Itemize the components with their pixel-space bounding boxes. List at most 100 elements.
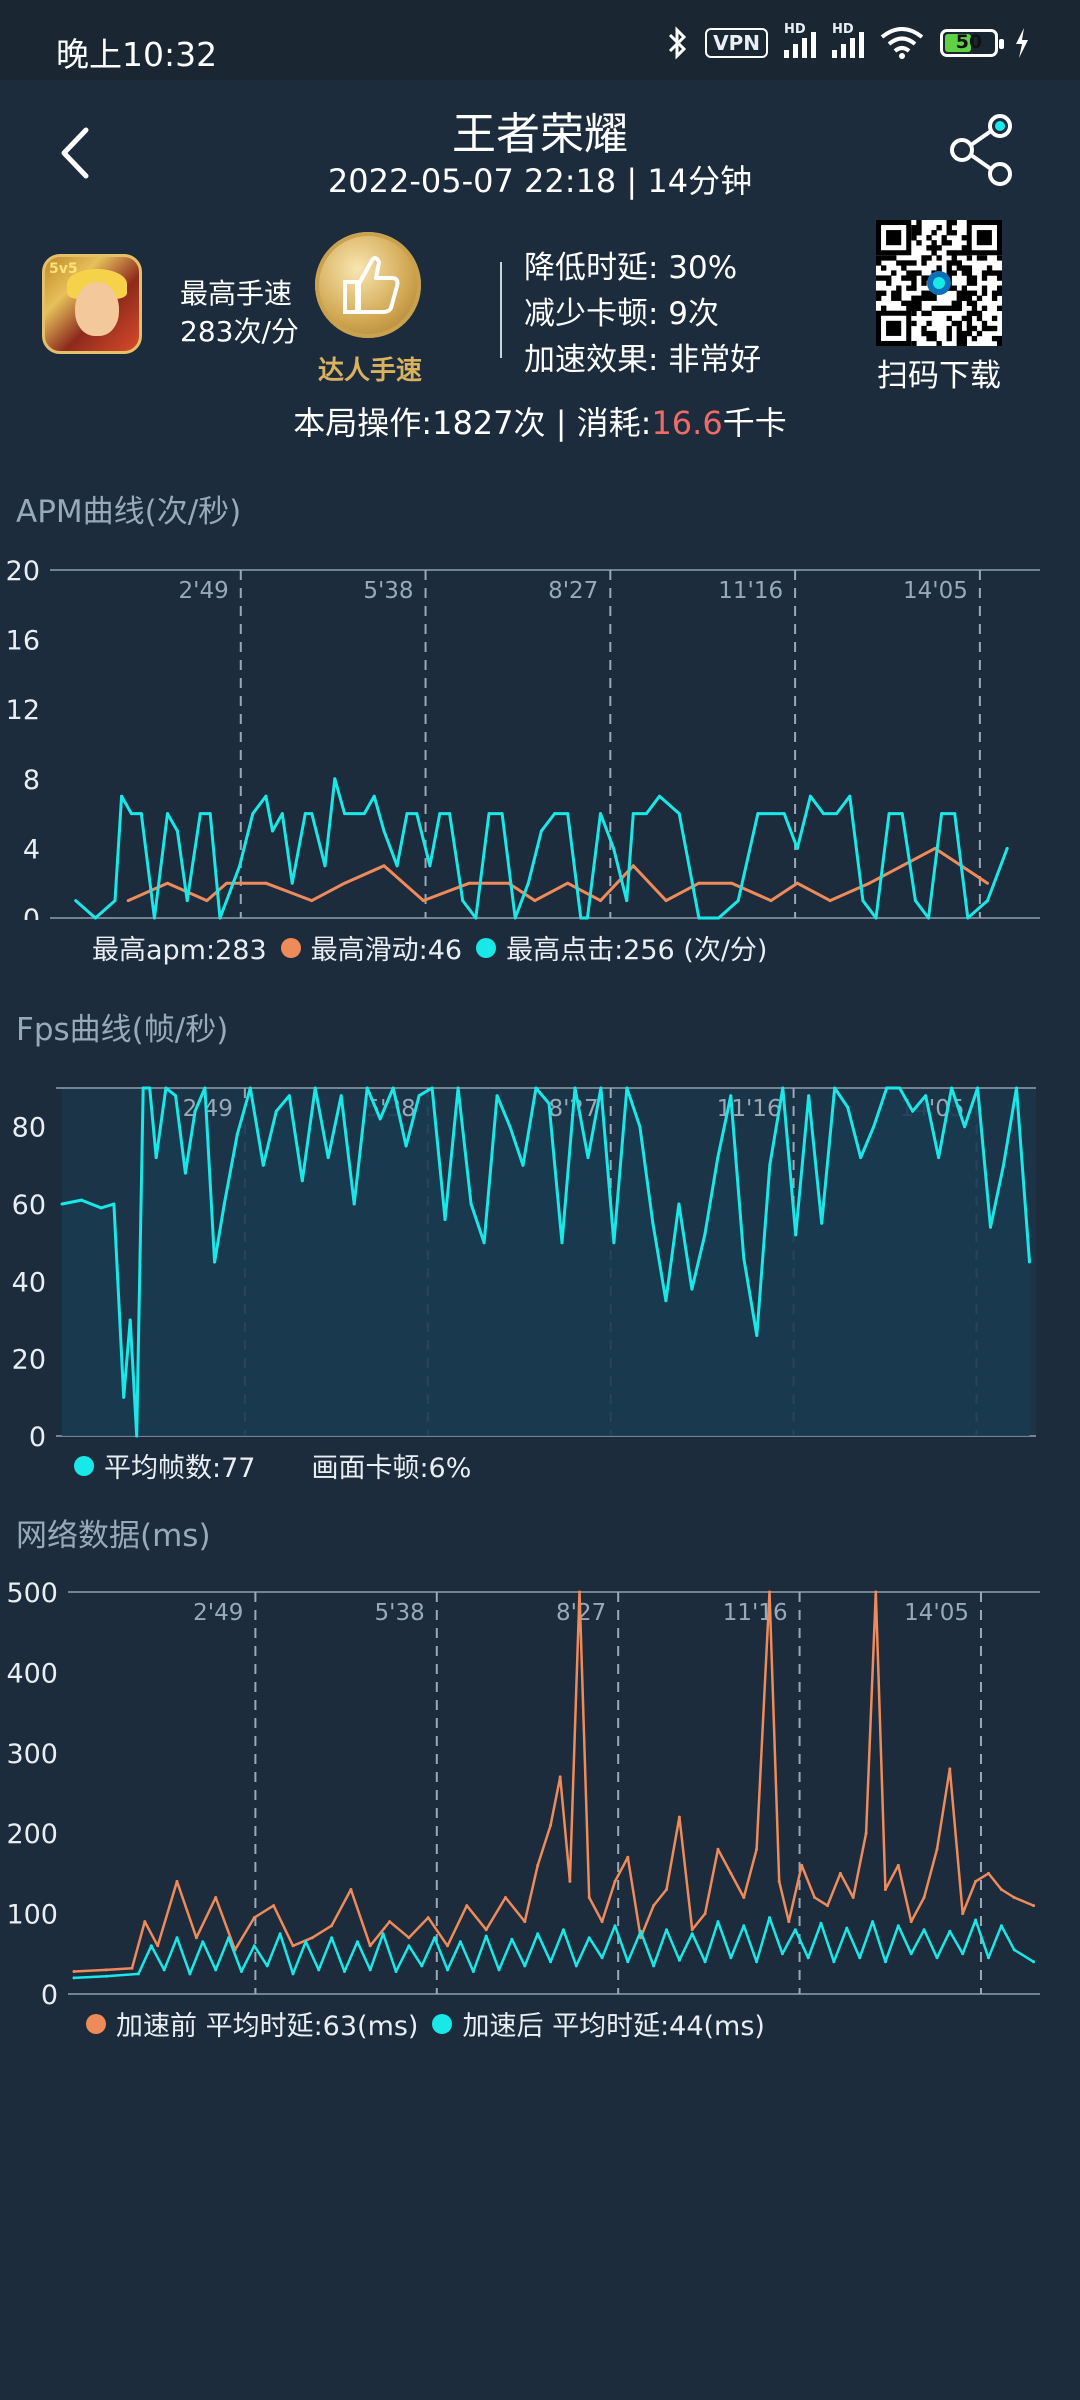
data-point: [631, 812, 635, 816]
data-point: [330, 1936, 334, 1940]
data-point: [391, 1086, 395, 1090]
data-point: [497, 1968, 501, 1972]
time-marker-label: 11'16: [723, 1600, 788, 1626]
net-section-title: 网络数据(ms): [16, 1518, 211, 1554]
y-tick-label: 8: [23, 765, 40, 796]
data-point: [599, 1086, 603, 1090]
data-point: [252, 1916, 256, 1920]
data-point: [291, 1944, 295, 1948]
data-point: [378, 1117, 382, 1121]
data-point: [149, 1944, 153, 1948]
data-point: [568, 1879, 572, 1883]
y-tick-label: 200: [6, 1819, 58, 1850]
data-point: [690, 1928, 694, 1932]
data-point: [677, 1202, 681, 1206]
data-point: [287, 1094, 291, 1098]
data-point: [808, 794, 812, 798]
legend-tap-dot: [476, 937, 497, 958]
data-point: [113, 899, 117, 903]
y-tick-label: 0: [41, 1980, 58, 2010]
data-point: [989, 1225, 992, 1229]
data-point: [769, 812, 773, 816]
data-point: [677, 1958, 681, 1962]
data-point: [166, 812, 169, 816]
data-point: [252, 1944, 256, 1948]
data-point: [639, 1936, 643, 1940]
data-point: [573, 1086, 577, 1090]
data-point: [658, 794, 661, 798]
data-point: [795, 881, 799, 885]
y-tick-label: 4: [23, 834, 40, 865]
share-icon[interactable]: [948, 110, 1018, 190]
data-point: [769, 899, 773, 903]
data-point: [832, 1960, 836, 1964]
data-point: [251, 812, 255, 816]
data-point: [264, 881, 268, 885]
data-point: [407, 1944, 411, 1948]
data-point: [756, 812, 760, 816]
data-point: [183, 1171, 187, 1175]
data-point: [136, 1972, 140, 1976]
data-point: [574, 1964, 578, 1968]
y-tick-label: 0: [23, 904, 40, 920]
legend-after-dot: [432, 2013, 453, 2034]
data-point: [940, 812, 944, 816]
time-marker-label: 14'05: [904, 1600, 969, 1626]
data-point: [164, 1086, 168, 1090]
data-point: [585, 916, 589, 920]
data-point: [152, 916, 156, 920]
data-point: [909, 1952, 913, 1956]
data-point: [717, 916, 721, 920]
calorie-value: 16.6: [651, 404, 723, 442]
data-point: [703, 1912, 707, 1916]
data-point: [222, 1202, 226, 1206]
data-point: [128, 1318, 132, 1322]
data-point: [974, 1918, 978, 1922]
signal-icon: HD: [784, 22, 816, 58]
data-point: [135, 1434, 139, 1438]
data-point: [313, 1086, 317, 1090]
y-tick-label: 500: [6, 1578, 58, 1609]
data-point: [349, 1888, 353, 1891]
data-point: [484, 1934, 488, 1938]
data-point: [579, 916, 583, 920]
apm-section-title: APM曲线(次/秒): [16, 494, 242, 530]
data-point: [782, 812, 786, 816]
divider: [500, 262, 502, 358]
data-point: [405, 812, 409, 816]
data-point: [755, 1334, 759, 1337]
data-point: [729, 1094, 733, 1098]
data-point: [74, 899, 78, 903]
back-arrow-icon[interactable]: [52, 120, 98, 186]
data-point: [742, 1896, 746, 1899]
data-point: [394, 1970, 398, 1973]
legend-net-after: 加速后 平均时延:44(ms): [462, 2011, 765, 2042]
data-point: [533, 899, 537, 903]
charging-icon: [1016, 28, 1028, 58]
data-point: [203, 1086, 207, 1090]
data-point: [93, 916, 97, 920]
bluetooth-icon: [669, 26, 687, 60]
data-point: [864, 1831, 868, 1835]
data-point: [986, 881, 989, 885]
data-point: [898, 1086, 902, 1090]
data-point: [913, 899, 917, 903]
data-point: [201, 1940, 205, 1944]
data-point: [482, 1241, 486, 1245]
legend-fps-avg: 平均帧数:77: [104, 1453, 256, 1484]
data-point: [213, 1260, 217, 1264]
time-marker-label: 2'49: [193, 1600, 243, 1626]
data-point: [612, 846, 616, 850]
data-point: [143, 1920, 147, 1924]
data-point: [382, 864, 386, 868]
data-point: [272, 1904, 276, 1908]
data-point: [631, 864, 635, 868]
page-title: 王者荣耀: [452, 109, 628, 160]
data-point: [504, 1896, 507, 1899]
data-point: [742, 1256, 746, 1260]
data-point: [626, 1960, 630, 1964]
qr-code[interactable]: [876, 220, 1002, 346]
data-point: [948, 1767, 952, 1771]
data-point: [600, 1920, 604, 1924]
